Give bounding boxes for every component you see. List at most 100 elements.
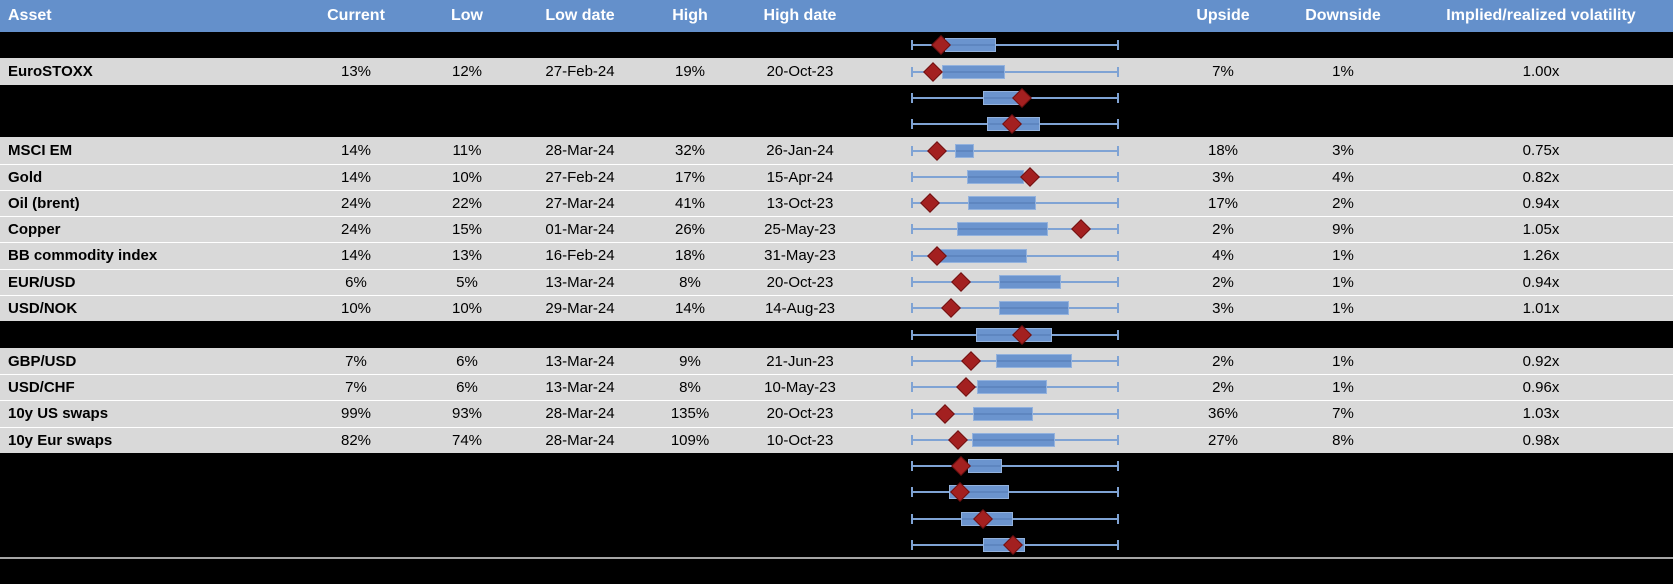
cell-downside: 9%: [1332, 220, 1354, 238]
range-box: [996, 354, 1072, 368]
whisker-cap-right: [1117, 40, 1119, 50]
table-row: 10y Eur swaps 82% 74% 28-Mar-24 109% 10-Oct-2…: [0, 427, 1673, 453]
whisker-line: [912, 517, 1118, 520]
cell-ivrv: 0.96x: [1522, 378, 1560, 396]
cell-current: 14%: [340, 168, 372, 186]
table-row: [0, 453, 1673, 479]
cell-upside: 2%: [1212, 220, 1234, 238]
whisker-cap-right: [1117, 435, 1119, 445]
cell-upside: 3%: [1212, 299, 1234, 317]
cell-downside: 4%: [1332, 168, 1354, 186]
cell-high-date: 20-Oct-23: [766, 63, 834, 80]
cell-high-date: 14-Aug-23: [764, 299, 836, 317]
table-row: MSCI EM 14% 11% 28-Mar-24 32% 26-Jan-24 18% 3% 0…: [0, 137, 1673, 164]
table-row: [0, 32, 1673, 58]
cell-high-date: 10-Oct-23: [766, 431, 834, 449]
whisker-cap-right: [1117, 513, 1119, 524]
whisker-cap-left: [911, 487, 913, 497]
whisker-cap-right: [1117, 329, 1119, 340]
cell-low: 11%: [452, 142, 482, 159]
range-box: [938, 248, 1027, 263]
cell-downside: 1%: [1332, 299, 1354, 317]
cell-low: 10%: [451, 168, 483, 186]
cell-downside: 8%: [1332, 431, 1354, 449]
cell-high-date: 20-Oct-23: [766, 405, 834, 422]
cell-downside: 1%: [1332, 273, 1354, 291]
cell-low: 6%: [456, 352, 478, 370]
cell-upside: 4%: [1212, 247, 1234, 264]
whisker-cap-left: [911, 277, 913, 287]
header-row: Asset Current Low Low date High High dat…: [0, 0, 1673, 32]
cell-downside: 1%: [1332, 63, 1354, 80]
cell-low: 6%: [456, 378, 478, 396]
cell-current: 24%: [340, 220, 372, 238]
whisker-cap-left: [911, 435, 913, 445]
cell-asset: 10y Eur swaps: [8, 431, 113, 449]
cell-low: 12%: [451, 63, 483, 80]
cell-low-date: 13-Mar-24: [545, 378, 615, 396]
table-row: Copper 24% 15% 01-Mar-24 26% 25-May-23 2% 9% 1.0…: [0, 216, 1673, 242]
whisker-cap-right: [1117, 66, 1119, 77]
current-level-diamond-marker: [920, 193, 940, 213]
cell-current: 24%: [340, 194, 372, 212]
cell-asset: Oil (brent): [8, 194, 80, 212]
whisker-cap-right: [1117, 224, 1119, 234]
whisker-cap-right: [1117, 408, 1119, 419]
cell-downside: 1%: [1332, 352, 1354, 370]
whisker-cap-right: [1117, 540, 1119, 550]
whisker-cap-right: [1117, 119, 1119, 129]
table-row: EUR/USD 6% 5% 13-Mar-24 8% 20-Oct-23 2% 1% 0.94x: [0, 269, 1673, 295]
whisker-line: [912, 70, 1118, 73]
cell-ivrv: 1.00x: [1522, 63, 1560, 80]
cell-high: 19%: [674, 63, 706, 80]
whisker-cap-left: [911, 119, 913, 129]
cell-high: 8%: [679, 273, 701, 291]
cell-high-date: 15-Apr-24: [766, 168, 834, 186]
whisker-cap-right: [1117, 93, 1119, 103]
cell-low: 13%: [451, 247, 483, 264]
whisker-cap-left: [911, 145, 913, 156]
current-level-diamond-marker: [935, 403, 955, 424]
range-box: [973, 406, 1033, 421]
whisker-cap-right: [1117, 198, 1119, 208]
cell-high: 17%: [674, 168, 706, 186]
current-level-diamond-marker: [923, 61, 943, 82]
cell-ivrv: 0.75x: [1522, 142, 1560, 159]
whisker-cap-left: [911, 93, 913, 103]
cell-current: 13%: [340, 63, 372, 80]
whisker-cap-left: [911, 461, 913, 471]
cell-downside: 1%: [1332, 378, 1354, 396]
whisker-cap-left: [911, 303, 913, 313]
cell-low: 5%: [456, 273, 478, 291]
col-header-asset: Asset: [8, 7, 52, 24]
cell-asset: BB commodity index: [8, 247, 158, 264]
cell-ivrv: 0.94x: [1522, 273, 1560, 291]
whisker-cap-right: [1117, 356, 1119, 366]
cell-current: 99%: [340, 405, 372, 422]
whisker-line: [912, 491, 1118, 493]
cell-low-date: 27-Feb-24: [545, 168, 615, 186]
cell-ivrv: 1.05x: [1522, 220, 1560, 238]
whisker-cap-right: [1117, 145, 1119, 156]
cell-ivrv: 0.98x: [1522, 431, 1560, 449]
current-level-diamond-marker: [956, 377, 976, 397]
cell-upside: 2%: [1212, 378, 1234, 396]
whisker-cap-right: [1117, 487, 1119, 497]
cell-ivrv: 0.94x: [1522, 194, 1560, 212]
cell-current: 7%: [345, 352, 367, 370]
cell-current: 14%: [340, 247, 372, 264]
table-bottom-border: [0, 557, 1673, 559]
cell-ivrv: 0.92x: [1522, 352, 1560, 370]
whisker-cap-left: [911, 513, 913, 524]
col-header-upside: Upside: [1196, 7, 1250, 24]
cell-upside: 7%: [1212, 63, 1234, 80]
whisker-line: [912, 149, 1118, 152]
range-box: [972, 433, 1055, 447]
cell-upside: 2%: [1212, 273, 1234, 291]
cell-current: 10%: [340, 299, 372, 317]
cell-asset: MSCI EM: [8, 142, 73, 159]
whisker-cap-right: [1117, 250, 1119, 261]
whisker-cap-left: [911, 408, 913, 419]
whisker-line: [912, 465, 1118, 467]
